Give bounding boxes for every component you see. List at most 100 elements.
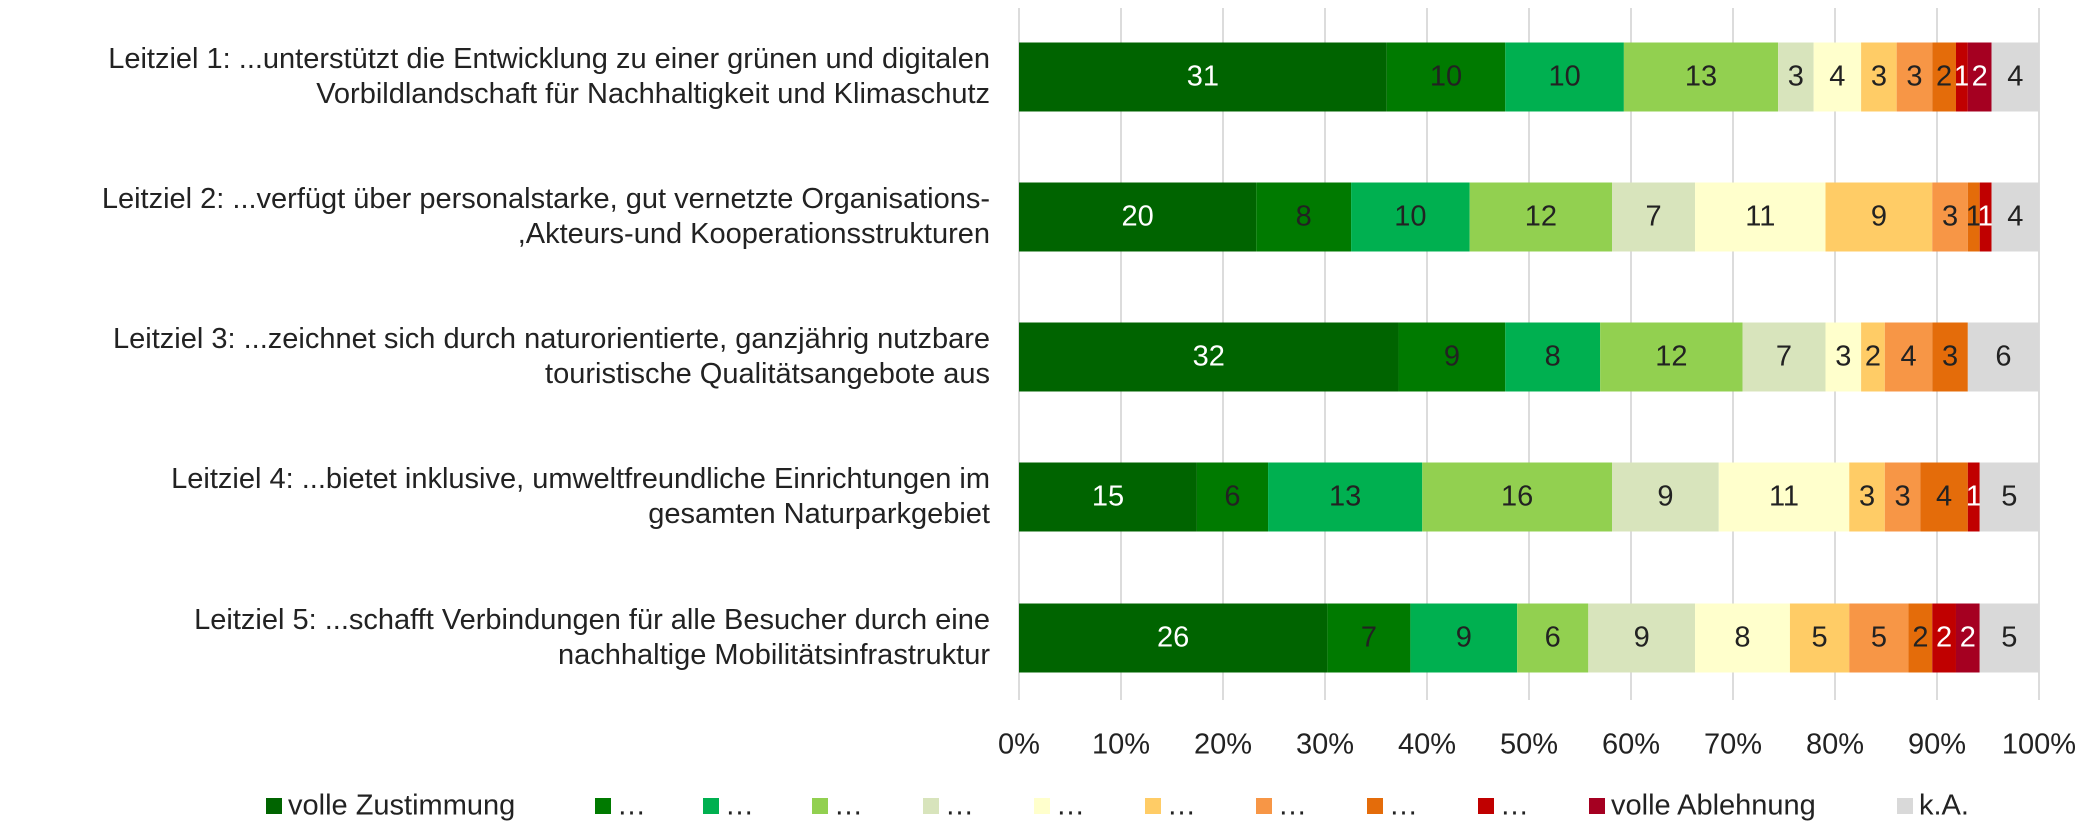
data-label: 1 <box>1978 201 1994 233</box>
data-label: 4 <box>1900 341 1916 373</box>
data-label: 10 <box>1394 201 1426 233</box>
bar-segment <box>1991 182 2039 252</box>
data-label: 11 <box>1745 201 1775 233</box>
bar-segment <box>1600 322 1743 392</box>
data-label: 2 <box>1912 622 1928 654</box>
data-label: 26 <box>1157 622 1189 654</box>
bar-segment <box>1742 322 1826 392</box>
bar-segment <box>1517 603 1589 673</box>
bar-segment <box>1920 462 1968 532</box>
bar-segment <box>1386 42 1506 112</box>
legend-label: … <box>1389 790 1418 822</box>
data-label: 13 <box>1685 61 1717 93</box>
bar-segment <box>1932 182 1968 252</box>
bar-segment <box>1019 182 1257 252</box>
bar-segment <box>1019 322 1399 392</box>
bar-segment <box>1991 42 2039 112</box>
legend-label: … <box>1500 790 1529 822</box>
data-label: 3 <box>1942 201 1958 233</box>
data-label: 13 <box>1329 481 1361 513</box>
category-label: Leitziel 3: ...zeichnet sich durch natur… <box>113 323 990 390</box>
bar-segment <box>1967 322 2039 392</box>
legend-swatch <box>1256 798 1272 814</box>
data-label: 2 <box>1960 622 1976 654</box>
bar-segment <box>1410 603 1518 673</box>
data-label: 1 <box>1966 201 1982 233</box>
data-label: 7 <box>1776 341 1792 373</box>
bar-segment <box>1849 603 1909 673</box>
category-label: Leitziel 5: ...schafft Verbindungen für … <box>194 604 990 671</box>
data-label: 12 <box>1525 201 1557 233</box>
data-label: 5 <box>2001 481 2017 513</box>
bar-segment <box>1896 42 1933 112</box>
legend-swatch <box>1367 798 1383 814</box>
data-label: 2 <box>1936 622 1952 654</box>
data-label: 7 <box>1361 622 1377 654</box>
bar-segment <box>1695 182 1826 252</box>
legend-label: … <box>725 790 754 822</box>
bar-segment <box>1623 42 1779 112</box>
legend-label: volle Zustimmung <box>288 790 515 822</box>
bar-segment <box>1849 462 1885 532</box>
legend-swatch <box>1145 798 1161 814</box>
x-tick-label: 20% <box>1194 729 1252 761</box>
data-label: 7 <box>1645 201 1661 233</box>
legend-label: volle Ablehnung <box>1611 790 1816 822</box>
bar-segment <box>1825 322 1862 392</box>
data-label: 9 <box>1634 622 1650 654</box>
bar-segment <box>1861 42 1897 112</box>
data-label: 8 <box>1734 622 1750 654</box>
bar-segment <box>1932 322 1968 392</box>
data-label: 32 <box>1193 341 1225 373</box>
data-label: 16 <box>1501 481 1533 513</box>
data-label: 5 <box>2001 622 2017 654</box>
bar-segment <box>1398 322 1506 392</box>
bar-segment <box>1268 462 1423 532</box>
data-label: 9 <box>1871 201 1887 233</box>
bar-segment <box>1778 42 1814 112</box>
x-tick-label: 80% <box>1806 729 1864 761</box>
x-tick-label: 0% <box>998 729 1040 761</box>
data-label: 9 <box>1444 341 1460 373</box>
bar-segment <box>1505 42 1624 112</box>
bar-segment <box>1196 462 1269 532</box>
data-label: 10 <box>1548 61 1580 93</box>
bar-segment <box>1256 182 1352 252</box>
data-label: 2 <box>1972 61 1988 93</box>
legend-swatch <box>1589 798 1605 814</box>
data-label: 3 <box>1788 61 1804 93</box>
bar-segment <box>1825 182 1933 252</box>
data-label: 11 <box>1769 481 1799 513</box>
data-label: 6 <box>1995 341 2011 373</box>
bar-segment <box>1422 462 1613 532</box>
x-tick-label: 50% <box>1500 729 1558 761</box>
x-tick-label: 10% <box>1092 729 1150 761</box>
data-label: 15 <box>1092 481 1124 513</box>
bar-segment <box>1979 603 2039 673</box>
bar-segment <box>1932 42 1956 112</box>
legend-label: … <box>1278 790 1307 822</box>
bar-segment <box>1967 182 1980 252</box>
legend-swatch <box>703 798 719 814</box>
bar-segment <box>1019 462 1197 532</box>
data-label: 4 <box>1936 481 1952 513</box>
legend-label: … <box>1167 790 1196 822</box>
bar-segment <box>1019 603 1328 673</box>
bar-segment <box>1967 42 1992 112</box>
data-label: 1 <box>1966 481 1982 513</box>
data-label: 4 <box>2007 61 2023 93</box>
x-tick-label: 40% <box>1398 729 1456 761</box>
legend-swatch <box>923 798 939 814</box>
bar-segment <box>1979 182 1992 252</box>
data-label: 12 <box>1655 341 1687 373</box>
data-label: 3 <box>1906 61 1922 93</box>
data-label: 6 <box>1224 481 1240 513</box>
data-label: 6 <box>1545 622 1561 654</box>
legend-label: … <box>1056 790 1085 822</box>
bar-segment <box>1612 182 1696 252</box>
data-label: 4 <box>2007 201 2023 233</box>
legend-swatch <box>1034 798 1050 814</box>
legend-label: … <box>617 790 646 822</box>
category-label: Leitziel 2: ...verfügt über personalstar… <box>101 183 990 250</box>
